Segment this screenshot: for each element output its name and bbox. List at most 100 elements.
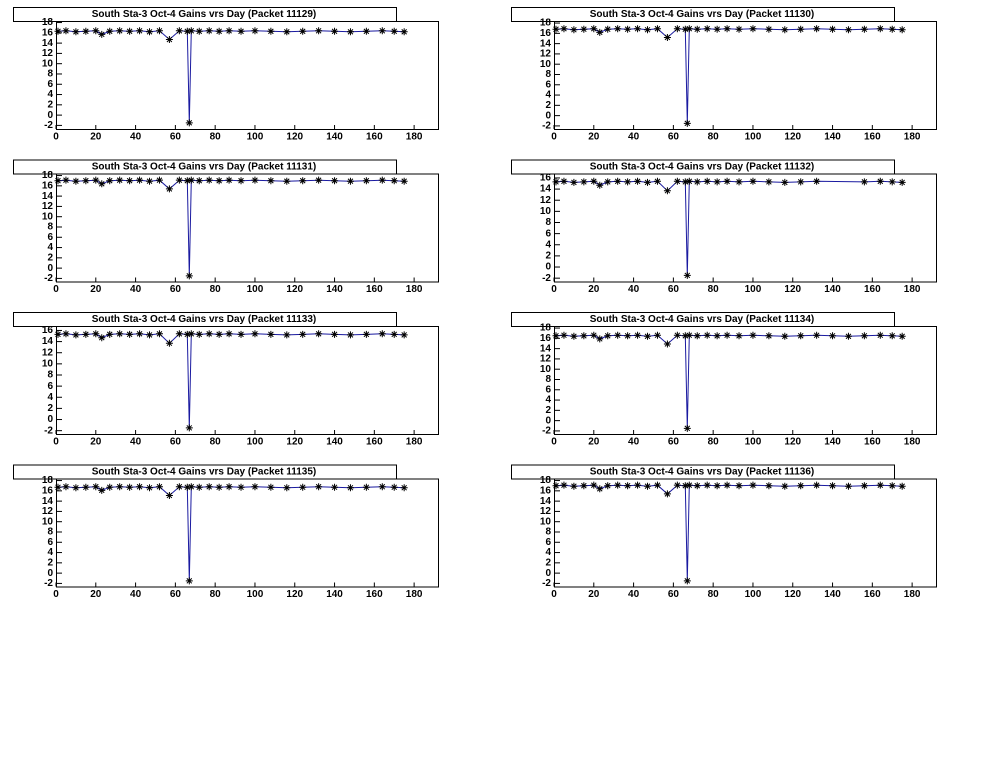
marker <box>844 482 852 490</box>
marker <box>735 332 743 340</box>
marker <box>98 334 106 342</box>
y-tick-label: 10 <box>540 59 552 70</box>
marker <box>614 331 622 339</box>
y-tick-label: 14 <box>540 343 552 354</box>
x-tick-label: 120 <box>286 284 303 295</box>
marker <box>693 332 701 340</box>
marker <box>829 332 837 340</box>
marker <box>299 330 307 338</box>
x-tick-label: 100 <box>745 284 762 295</box>
marker <box>116 483 124 491</box>
x-tick-label: 80 <box>708 284 720 295</box>
marker <box>331 177 339 185</box>
marker <box>165 339 173 347</box>
marker <box>614 481 622 489</box>
x-tick-label: 100 <box>247 284 264 295</box>
y-tick-label: 4 <box>47 89 53 100</box>
marker <box>876 481 884 489</box>
marker <box>797 178 805 186</box>
y-tick-label: 2 <box>545 557 551 568</box>
marker <box>205 27 213 35</box>
x-tick-label: 180 <box>904 589 921 600</box>
y-tick-label: 6 <box>545 79 551 90</box>
marker <box>72 177 80 185</box>
marker <box>400 177 408 185</box>
y-tick-label: 8 <box>545 374 551 385</box>
marker <box>644 178 652 186</box>
marker <box>400 484 408 492</box>
marker <box>681 25 689 33</box>
y-tick-label: 18 <box>42 170 54 181</box>
y-tick-label: 14 <box>540 184 552 195</box>
marker <box>106 483 114 491</box>
y-tick-label: 4 <box>47 242 53 253</box>
marker <box>735 482 743 490</box>
y-tick-label: 10 <box>540 516 552 527</box>
marker <box>378 27 386 35</box>
y-tick-label: 2 <box>47 99 53 110</box>
marker <box>155 176 163 184</box>
x-tick-label: 40 <box>628 132 640 143</box>
y-tick-label: 12 <box>42 506 54 517</box>
marker <box>237 27 245 35</box>
x-tick-label: 0 <box>53 589 59 600</box>
plot-frame <box>56 478 439 588</box>
y-tick-label: 8 <box>545 527 551 538</box>
marker <box>106 177 114 185</box>
marker <box>175 176 183 184</box>
series-line <box>555 334 903 429</box>
marker <box>685 25 693 33</box>
marker <box>876 331 884 339</box>
x-tick-label: 160 <box>366 437 383 448</box>
marker <box>723 331 731 339</box>
marker <box>283 484 291 492</box>
marker <box>634 25 642 33</box>
marker <box>673 331 681 339</box>
marker <box>82 330 90 338</box>
plot-frame <box>56 21 439 130</box>
marker <box>400 28 408 36</box>
marker <box>685 177 693 185</box>
marker <box>195 177 203 185</box>
y-tick-label: 12 <box>540 195 552 206</box>
series-line <box>555 28 903 124</box>
marker <box>797 332 805 340</box>
marker <box>663 33 671 41</box>
marker <box>267 330 275 338</box>
marker <box>283 331 291 339</box>
x-tick-label: 60 <box>170 589 182 600</box>
chart-title: South Sta-3 Oct-4 Gains vrs Day (Packet … <box>92 162 317 173</box>
x-tick-label: 180 <box>406 589 423 600</box>
marker <box>624 178 632 186</box>
marker <box>596 485 604 493</box>
marker <box>693 482 701 490</box>
chart-title: South Sta-3 Oct-4 Gains vrs Day (Packet … <box>92 9 317 20</box>
marker <box>898 482 906 490</box>
x-tick-label: 120 <box>286 589 303 600</box>
y-tick-label: 4 <box>545 239 551 250</box>
marker <box>116 176 124 184</box>
x-tick-label: 120 <box>286 132 303 143</box>
y-tick-label: 8 <box>47 69 53 80</box>
marker <box>693 178 701 186</box>
marker <box>126 27 134 35</box>
y-tick-label: 16 <box>42 485 54 496</box>
marker <box>876 25 884 33</box>
x-tick-label: 100 <box>745 132 762 143</box>
marker <box>237 330 245 338</box>
marker <box>267 483 275 491</box>
marker <box>876 177 884 185</box>
y-tick-label: 12 <box>42 201 54 212</box>
marker <box>175 330 183 338</box>
marker <box>681 332 689 340</box>
y-tick-label: -2 <box>542 426 551 437</box>
chart-title: South Sta-3 Oct-4 Gains vrs Day (Packet … <box>590 162 815 173</box>
marker <box>299 177 307 185</box>
marker <box>183 330 191 338</box>
y-tick-label: 16 <box>540 485 552 496</box>
marker <box>552 178 560 186</box>
marker <box>797 482 805 490</box>
x-tick-label: 140 <box>326 589 343 600</box>
marker <box>552 482 560 490</box>
marker <box>590 331 598 339</box>
